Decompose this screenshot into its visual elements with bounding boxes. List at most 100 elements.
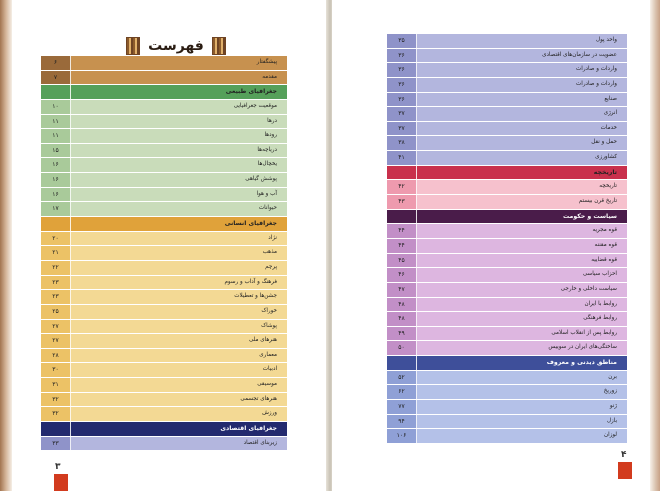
toc-entry-label: رودها: [71, 129, 287, 143]
right-page-edge: [650, 0, 660, 491]
toc-entry-label: فرهنگ و آداب و رسوم: [71, 275, 287, 290]
toc-page-number: ۴۱: [387, 151, 417, 165]
toc-page-number: ۳۶: [387, 63, 417, 77]
toc-page-number: ۹۴: [387, 414, 417, 429]
book-gutter: [326, 0, 334, 491]
toc-page-number: ۱۶: [41, 173, 71, 187]
toc-page-number: ۱۰۶: [387, 429, 417, 443]
toc-row: ۱۱ رودها: [41, 129, 287, 144]
toc-entry-label: درها: [71, 114, 287, 129]
toc-row: ۲۵ خوراک: [41, 304, 287, 320]
toc-entry-label: موقعیت جغرافیایی: [71, 99, 287, 114]
toc-row: ۴۸ روابط فرهنگی: [387, 312, 627, 327]
toc-section-title: جغرافیای اقتصادی: [71, 422, 287, 436]
left-page-edge: [0, 0, 12, 491]
toc-entry-label: ورزش: [71, 407, 287, 422]
toc-row: ۳۳ زیربنای اقتصاد: [41, 436, 287, 452]
toc-page-number: ۳۲: [41, 407, 71, 422]
toc-row: ۶۲ زوریخ: [387, 385, 627, 401]
toc-page-number: ۴۶: [387, 268, 417, 282]
toc-page-number: ۳۱: [41, 378, 71, 392]
left-page: فهرست ۶ پیشگفتار ۷ مقدمه جغرافیای طبیعی ۱۰ موق…: [0, 0, 328, 491]
toc-page-number: ۲۱: [41, 246, 71, 260]
toc-entry-label: لوزان: [417, 429, 627, 443]
toc-entry-label: خدمات: [417, 121, 627, 136]
toc-entry-label: زیربنای اقتصاد: [71, 436, 287, 451]
toc-page-number: ۳۶: [387, 92, 417, 107]
toc-page-number: ۲۰: [41, 231, 71, 246]
toc-section-header: سیاست و حکومت: [387, 209, 627, 225]
toc-row: ۳۷ خدمات: [387, 121, 627, 137]
toc-page-number: ۴۸: [387, 297, 417, 312]
toc-entry-label: روابط پس از انقلاب اسلامی: [417, 326, 627, 341]
toc-row: ۳۲ ورزش: [41, 407, 287, 423]
toc-page-number: ۱۰: [41, 99, 71, 114]
toc-entry-label: سیاست داخلی و خارجی: [417, 282, 627, 297]
toc-page-number: [387, 356, 417, 370]
toc-section-header: جغرافیای اقتصادی: [41, 422, 287, 437]
toc-entry-label: هنرهای تجسمی: [71, 392, 287, 407]
toc-row: ۱۶ یخچال‌ها: [41, 158, 287, 174]
toc-row: ۴۹ روابط پس از انقلاب اسلامی: [387, 326, 627, 342]
page-marker: [618, 462, 632, 479]
toc-entry-label: انرژی: [417, 107, 627, 121]
toc-entry-label: پوشش گیاهی: [71, 173, 287, 187]
toc-entry-label: خوراک: [71, 304, 287, 319]
toc-page-number: ۲۵: [41, 304, 71, 319]
toc-page-number: ۴۲: [387, 180, 417, 195]
toc-section-title: مناطق دیدنی و معروف: [417, 356, 627, 370]
toc-page-number: ۷۷: [387, 400, 417, 414]
toc-row: ۴۳ تاریخ قرن بیستم: [387, 195, 627, 210]
toc-page-number: [41, 422, 71, 436]
toc-section-title: تاریخچه: [417, 165, 627, 180]
toc-entry-label: احزاب سیاسی: [417, 268, 627, 282]
toc-page-number: ۳۷: [387, 121, 417, 136]
toc-entry-label: دریاچه‌ها: [71, 143, 287, 158]
toc-page-number: ۱۱: [41, 114, 71, 129]
toc-entry-label: واردات و صادرات: [417, 63, 627, 77]
toc-page-number: ۲۳: [41, 275, 71, 290]
toc-section-title: جغرافیای انسانی: [71, 217, 287, 231]
toc-row: ۲۷ پوشاک: [41, 319, 287, 335]
toc-row: ۳۲ هنرهای تجسمی: [41, 392, 287, 408]
toc-page-number: ۳۷: [387, 107, 417, 121]
toc-page-number: ۴۸: [387, 312, 417, 326]
toc-row: ۲۲ پرچم: [41, 260, 287, 276]
toc-entry-label: برن: [417, 370, 627, 385]
toc-entry-label: ساختگی‌های ایران در سوییس: [417, 341, 627, 356]
toc-page-number: ۴۴: [387, 224, 417, 238]
toc-section-header: تاریخچه: [387, 165, 627, 181]
toc-table-right: ۳۵ واحد پول ۳۶ عضویت در سازمان‌های اقتصادی ۳…: [387, 34, 627, 444]
toc-entry-label: یخچال‌ها: [71, 158, 287, 173]
toc-row: ۲۳ جشن‌ها و تعطیلات: [41, 290, 287, 305]
toc-entry-label: تاریخچه: [417, 180, 627, 195]
toc-page-number: ۴۴: [387, 238, 417, 253]
toc-row: ۳۵ واحد پول: [387, 34, 627, 49]
toc-row: ۴۴ قوه مجریه: [387, 224, 627, 239]
toc-row: ۲۳ فرهنگ و آداب و رسوم: [41, 275, 287, 291]
toc-row: ۱۰ موقعیت جغرافیایی: [41, 99, 287, 115]
toc-row: ۳۸ حمل و نقل: [387, 136, 627, 152]
toc-row: ۴۱ کشاورزی: [387, 151, 627, 166]
toc-row: ۵۰ ساختگی‌های ایران در سوییس: [387, 341, 627, 357]
toc-entry-label: جشن‌ها و تعطیلات: [71, 290, 287, 304]
toc-page-number: ۷: [41, 70, 71, 85]
toc-page-number: [41, 85, 71, 99]
toc-section-header: جغرافیای طبیعی: [41, 85, 287, 100]
toc-entry-label: عضویت در سازمان‌های اقتصادی: [417, 48, 627, 63]
toc-row: ۴۵ قوه قضاییه: [387, 253, 627, 269]
toc-page-number: ۳۲: [41, 392, 71, 407]
toc-page-number: ۵۰: [387, 341, 417, 356]
toc-page-number: [387, 165, 417, 180]
toc-section-title: سیاست و حکومت: [417, 209, 627, 224]
toc-page-number: [41, 217, 71, 231]
toc-table-left: ۶ پیشگفتار ۷ مقدمه جغرافیای طبیعی ۱۰ موقعیت جغ…: [41, 56, 287, 452]
toc-page-number: ۳۳: [41, 436, 71, 451]
toc-row: ۲۱ مذهب: [41, 246, 287, 261]
toc-entry-label: نژاد: [71, 231, 287, 246]
toc-entry-label: پیشگفتار: [71, 56, 287, 70]
toc-entry-label: تاریخ قرن بیستم: [417, 195, 627, 209]
toc-row: ۳۶ عضویت در سازمان‌های اقتصادی: [387, 48, 627, 64]
toc-entry-label: بازل: [417, 414, 627, 429]
toc-row: ۱۶ پوشش گیاهی: [41, 173, 287, 188]
